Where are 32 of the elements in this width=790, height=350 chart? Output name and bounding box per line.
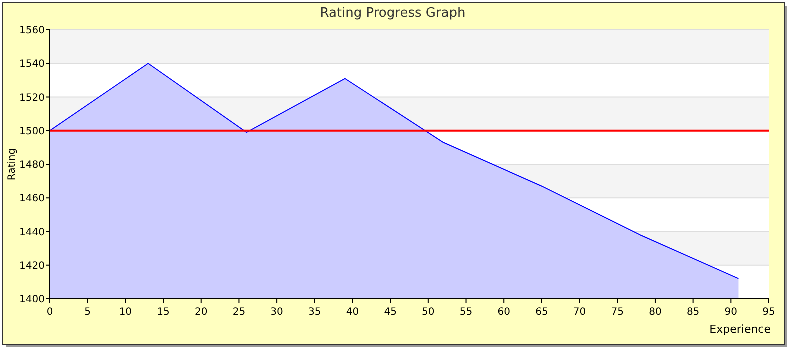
x-tick-label: 45: [384, 307, 397, 318]
x-tick-label: 40: [346, 307, 360, 318]
x-tick-label: 15: [157, 307, 170, 318]
y-tick-label: 1560: [20, 26, 45, 36]
x-tick-label: 30: [270, 307, 284, 318]
x-tick-label: 55: [460, 307, 473, 318]
y-tick-label: 1540: [20, 59, 45, 70]
y-tick-label: 1400: [20, 294, 45, 306]
x-tick-label: 5: [84, 307, 92, 318]
y-tick-label: 1500: [20, 126, 45, 138]
y-tick-label: 1460: [20, 194, 45, 205]
x-tick-label: 50: [422, 307, 435, 318]
y-axis-title: Rating: [7, 148, 18, 181]
x-tick-label: 0: [46, 307, 54, 318]
x-tick-label: 70: [573, 307, 586, 318]
x-tick-label: 75: [611, 307, 624, 318]
x-tick-label: 60: [498, 307, 510, 318]
x-tick-label: 80: [649, 307, 662, 318]
x-tick-label: 85: [686, 307, 700, 318]
x-tick-label: 35: [308, 307, 322, 318]
x-tick-label: 25: [232, 307, 246, 318]
y-tick-label: 1440: [20, 227, 45, 238]
x-axis-title: Experience: [710, 323, 772, 336]
y-tick-label: 1520: [20, 92, 45, 104]
x-tick-label: 65: [536, 307, 548, 318]
x-tick-label: 20: [195, 307, 208, 318]
chart-title: Rating Progress Graph: [320, 6, 466, 21]
x-tick-label: 95: [762, 307, 776, 318]
x-tick-label: 90: [724, 307, 738, 318]
y-tick-label: 1420: [20, 260, 45, 272]
y-tick-label: 1480: [20, 160, 45, 171]
x-tick-label: 10: [119, 307, 132, 318]
